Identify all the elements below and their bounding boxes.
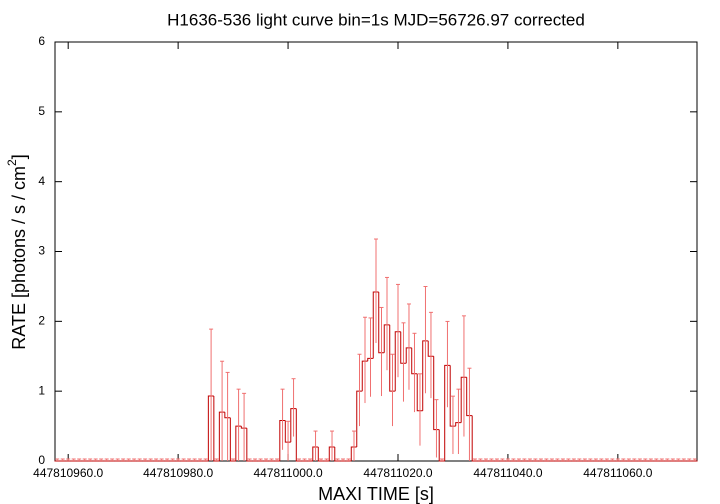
bin-step	[224, 412, 231, 419]
bin-step	[372, 291, 379, 359]
x-tick-label: 447810960.0	[33, 466, 103, 480]
x-axis-label: MAXI TIME [s]	[318, 484, 434, 504]
bin-step	[290, 408, 297, 443]
bin-step	[405, 347, 412, 364]
bin-step	[427, 340, 434, 357]
bin-step	[449, 365, 456, 427]
bin-step	[422, 340, 429, 411]
bin-step	[207, 395, 214, 461]
bin-step	[334, 447, 341, 462]
bin-step	[295, 408, 302, 462]
bin-step	[411, 347, 418, 375]
bin-step	[350, 446, 357, 461]
y-axis-label-main: RATE [photons / s / cm	[9, 166, 29, 350]
y-tick-label: 1	[38, 383, 45, 397]
y-axis-label-end: ]	[9, 154, 29, 159]
bin-step	[433, 356, 440, 431]
y-tick-label: 0	[38, 453, 45, 467]
bin-step	[394, 331, 401, 392]
bin-step	[279, 419, 286, 461]
bin-step	[455, 422, 462, 427]
bin-step	[328, 446, 335, 461]
y-axis-label-sup: 2	[5, 159, 19, 166]
y-axis-label: RATE [photons / s / cm2]	[5, 154, 29, 349]
bin-step	[246, 428, 253, 462]
bin-step	[444, 364, 451, 461]
x-tick-label: 447811060.0	[583, 466, 653, 480]
bin-step	[400, 331, 407, 364]
y-tick-label: 6	[38, 34, 45, 48]
bin-step	[317, 447, 324, 462]
bin-step	[312, 446, 319, 461]
bin-step	[240, 426, 247, 429]
chart-title: H1636-536 light curve bin=1s MJD=56726.9…	[167, 10, 585, 29]
x-tick-label: 447811040.0	[473, 466, 543, 480]
bin-step	[361, 360, 368, 392]
bin-step	[367, 357, 374, 362]
y-tick-label: 5	[38, 104, 45, 118]
x-tick-label: 447810980.0	[143, 466, 213, 480]
bin-step	[471, 415, 478, 462]
bin-step	[213, 396, 220, 462]
bin-step	[218, 411, 225, 461]
bin-step	[235, 425, 242, 461]
y-tick-label: 4	[38, 174, 45, 188]
bin-step	[284, 420, 291, 443]
bin-step	[438, 429, 445, 462]
bin-step	[378, 292, 385, 354]
bin-step	[356, 390, 363, 448]
bin-step	[460, 376, 467, 423]
bin-step	[229, 417, 236, 462]
bin-step	[389, 324, 396, 392]
bin-step	[416, 373, 423, 412]
bin-step	[383, 324, 390, 353]
y-tick-label: 2	[38, 314, 45, 328]
x-tick-label: 447811020.0	[363, 466, 433, 480]
y-tick-label: 3	[38, 244, 45, 258]
bin-step	[466, 377, 473, 417]
x-tick-label: 447811000.0	[253, 466, 323, 480]
